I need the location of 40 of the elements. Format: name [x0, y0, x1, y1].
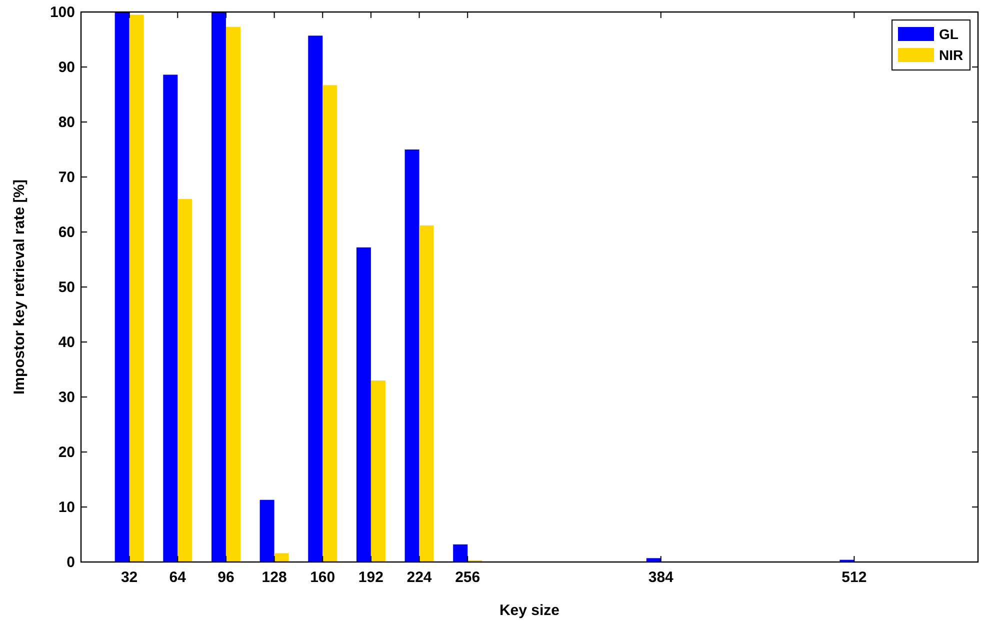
y-tick-label: 80: [58, 114, 75, 131]
x-tick-label: 512: [842, 569, 867, 586]
bar: [356, 247, 371, 562]
y-tick-label: 100: [50, 4, 75, 21]
y-tick-label: 50: [58, 279, 75, 296]
x-tick-label: 384: [648, 569, 674, 586]
bar: [419, 225, 434, 562]
legend-label: NIR: [939, 47, 964, 63]
x-tick-label: 32: [120, 569, 138, 586]
x-tick-label: 192: [358, 569, 384, 586]
x-tick-label: 128: [262, 569, 287, 586]
x-tick-label: 160: [310, 569, 336, 586]
y-tick-label: 70: [58, 169, 75, 186]
legend-label: GL: [939, 26, 959, 42]
y-tick-label: 90: [58, 59, 75, 76]
bar: [308, 36, 323, 562]
bar: [163, 74, 178, 562]
bar: [260, 500, 274, 562]
y-tick-label: 0: [66, 554, 75, 571]
x-tick-label: 64: [169, 569, 187, 586]
bar: [211, 12, 226, 562]
y-tick-label: 30: [58, 389, 75, 406]
y-tick-label: 60: [58, 224, 75, 241]
x-tick-label: 96: [218, 569, 234, 586]
y-axis-title: Impostor key retrieval rate [%]: [11, 179, 28, 395]
x-tick-label: 224: [406, 569, 432, 586]
bar: [453, 544, 468, 562]
x-tick-label: 256: [455, 569, 480, 586]
y-tick-label: 10: [58, 499, 75, 516]
bar: [370, 380, 386, 562]
bar: [322, 85, 338, 562]
y-tick-label: 20: [58, 444, 75, 461]
bar: [178, 199, 192, 562]
bar: [404, 150, 420, 562]
y-tick-label: 40: [58, 334, 75, 351]
bar: [274, 553, 289, 562]
bar: [226, 26, 240, 562]
bar: [114, 12, 130, 562]
x-axis-title: Key size: [499, 602, 560, 619]
bar: [129, 14, 144, 562]
